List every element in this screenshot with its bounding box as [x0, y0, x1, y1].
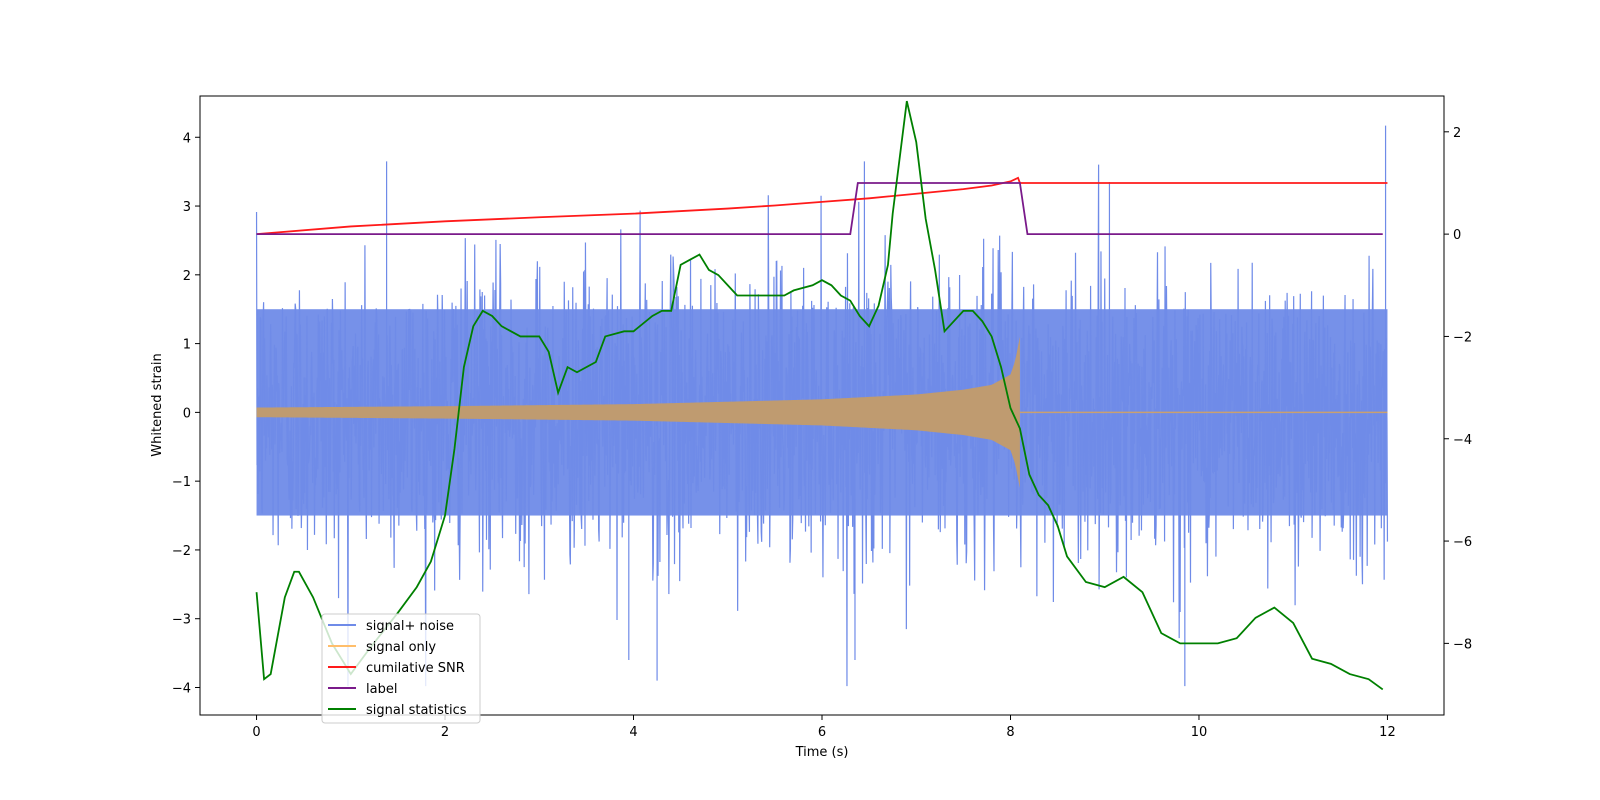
y-axis-left: −4 −3 −2 −1 0 1 2 3 4: [172, 131, 200, 696]
noise-trace: [255, 125, 1389, 687]
x-tick-label: 2: [441, 725, 449, 740]
y-tick-label-left: 1: [183, 338, 191, 353]
y-tick-label-right: −6: [1453, 535, 1472, 550]
legend-label: signal+ noise: [366, 619, 454, 634]
y-tick-label-right: −4: [1453, 433, 1472, 448]
y-tick-label-left: 3: [183, 200, 191, 215]
x-tick-label: 8: [1006, 725, 1014, 740]
cumulative-snr-line: [256, 176, 1388, 236]
legend-label: signal statistics: [366, 703, 467, 718]
y-tick-label-left: 4: [183, 131, 191, 146]
legend-label: cumilative SNR: [366, 661, 465, 676]
legend-label: label: [366, 682, 397, 697]
x-tick-label: 6: [818, 725, 826, 740]
x-tick-label: 12: [1379, 725, 1396, 740]
plot-area: [255, 100, 1389, 691]
legend-item: label: [328, 682, 397, 697]
y-axis-label: Whitened strain: [150, 353, 165, 456]
x-tick-label: 10: [1191, 725, 1208, 740]
y-tick-label-left: 0: [183, 406, 191, 421]
legend-item: signal statistics: [328, 703, 467, 718]
legend: signal+ noise signal only cumilative SNR la…: [321, 613, 481, 724]
y-tick-label-right: 0: [1453, 228, 1461, 243]
legend-item: signal+ noise: [328, 619, 454, 634]
label-line: [256, 182, 1383, 236]
y-tick-label-left: −2: [172, 544, 191, 559]
y-tick-label-left: −3: [172, 613, 191, 628]
y-tick-label-right: −2: [1453, 330, 1472, 345]
legend-label: signal only: [366, 640, 436, 655]
legend-frame: [321, 613, 481, 724]
y-axis-right: −8 −6 −4 −2 0 2: [1444, 126, 1472, 652]
y-tick-label-right: −8: [1453, 637, 1472, 652]
y-tick-label-left: −4: [172, 681, 191, 696]
y-tick-label-right: 2: [1453, 126, 1461, 141]
x-tick-label: 0: [252, 725, 260, 740]
y-tick-label-left: 2: [183, 269, 191, 284]
x-axis-label: Time (s): [795, 745, 849, 760]
chirp-envelope: [256, 336, 1020, 489]
y-tick-label-left: −1: [172, 475, 191, 490]
signal-statistics-line: [255, 100, 1384, 691]
chirp-series: [256, 336, 1388, 489]
legend-item: cumilative SNR: [328, 661, 465, 676]
x-axis: 0 2 4 6 8 10 12: [252, 715, 1396, 740]
legend-item: signal only: [328, 640, 436, 655]
x-tick-label: 4: [629, 725, 637, 740]
